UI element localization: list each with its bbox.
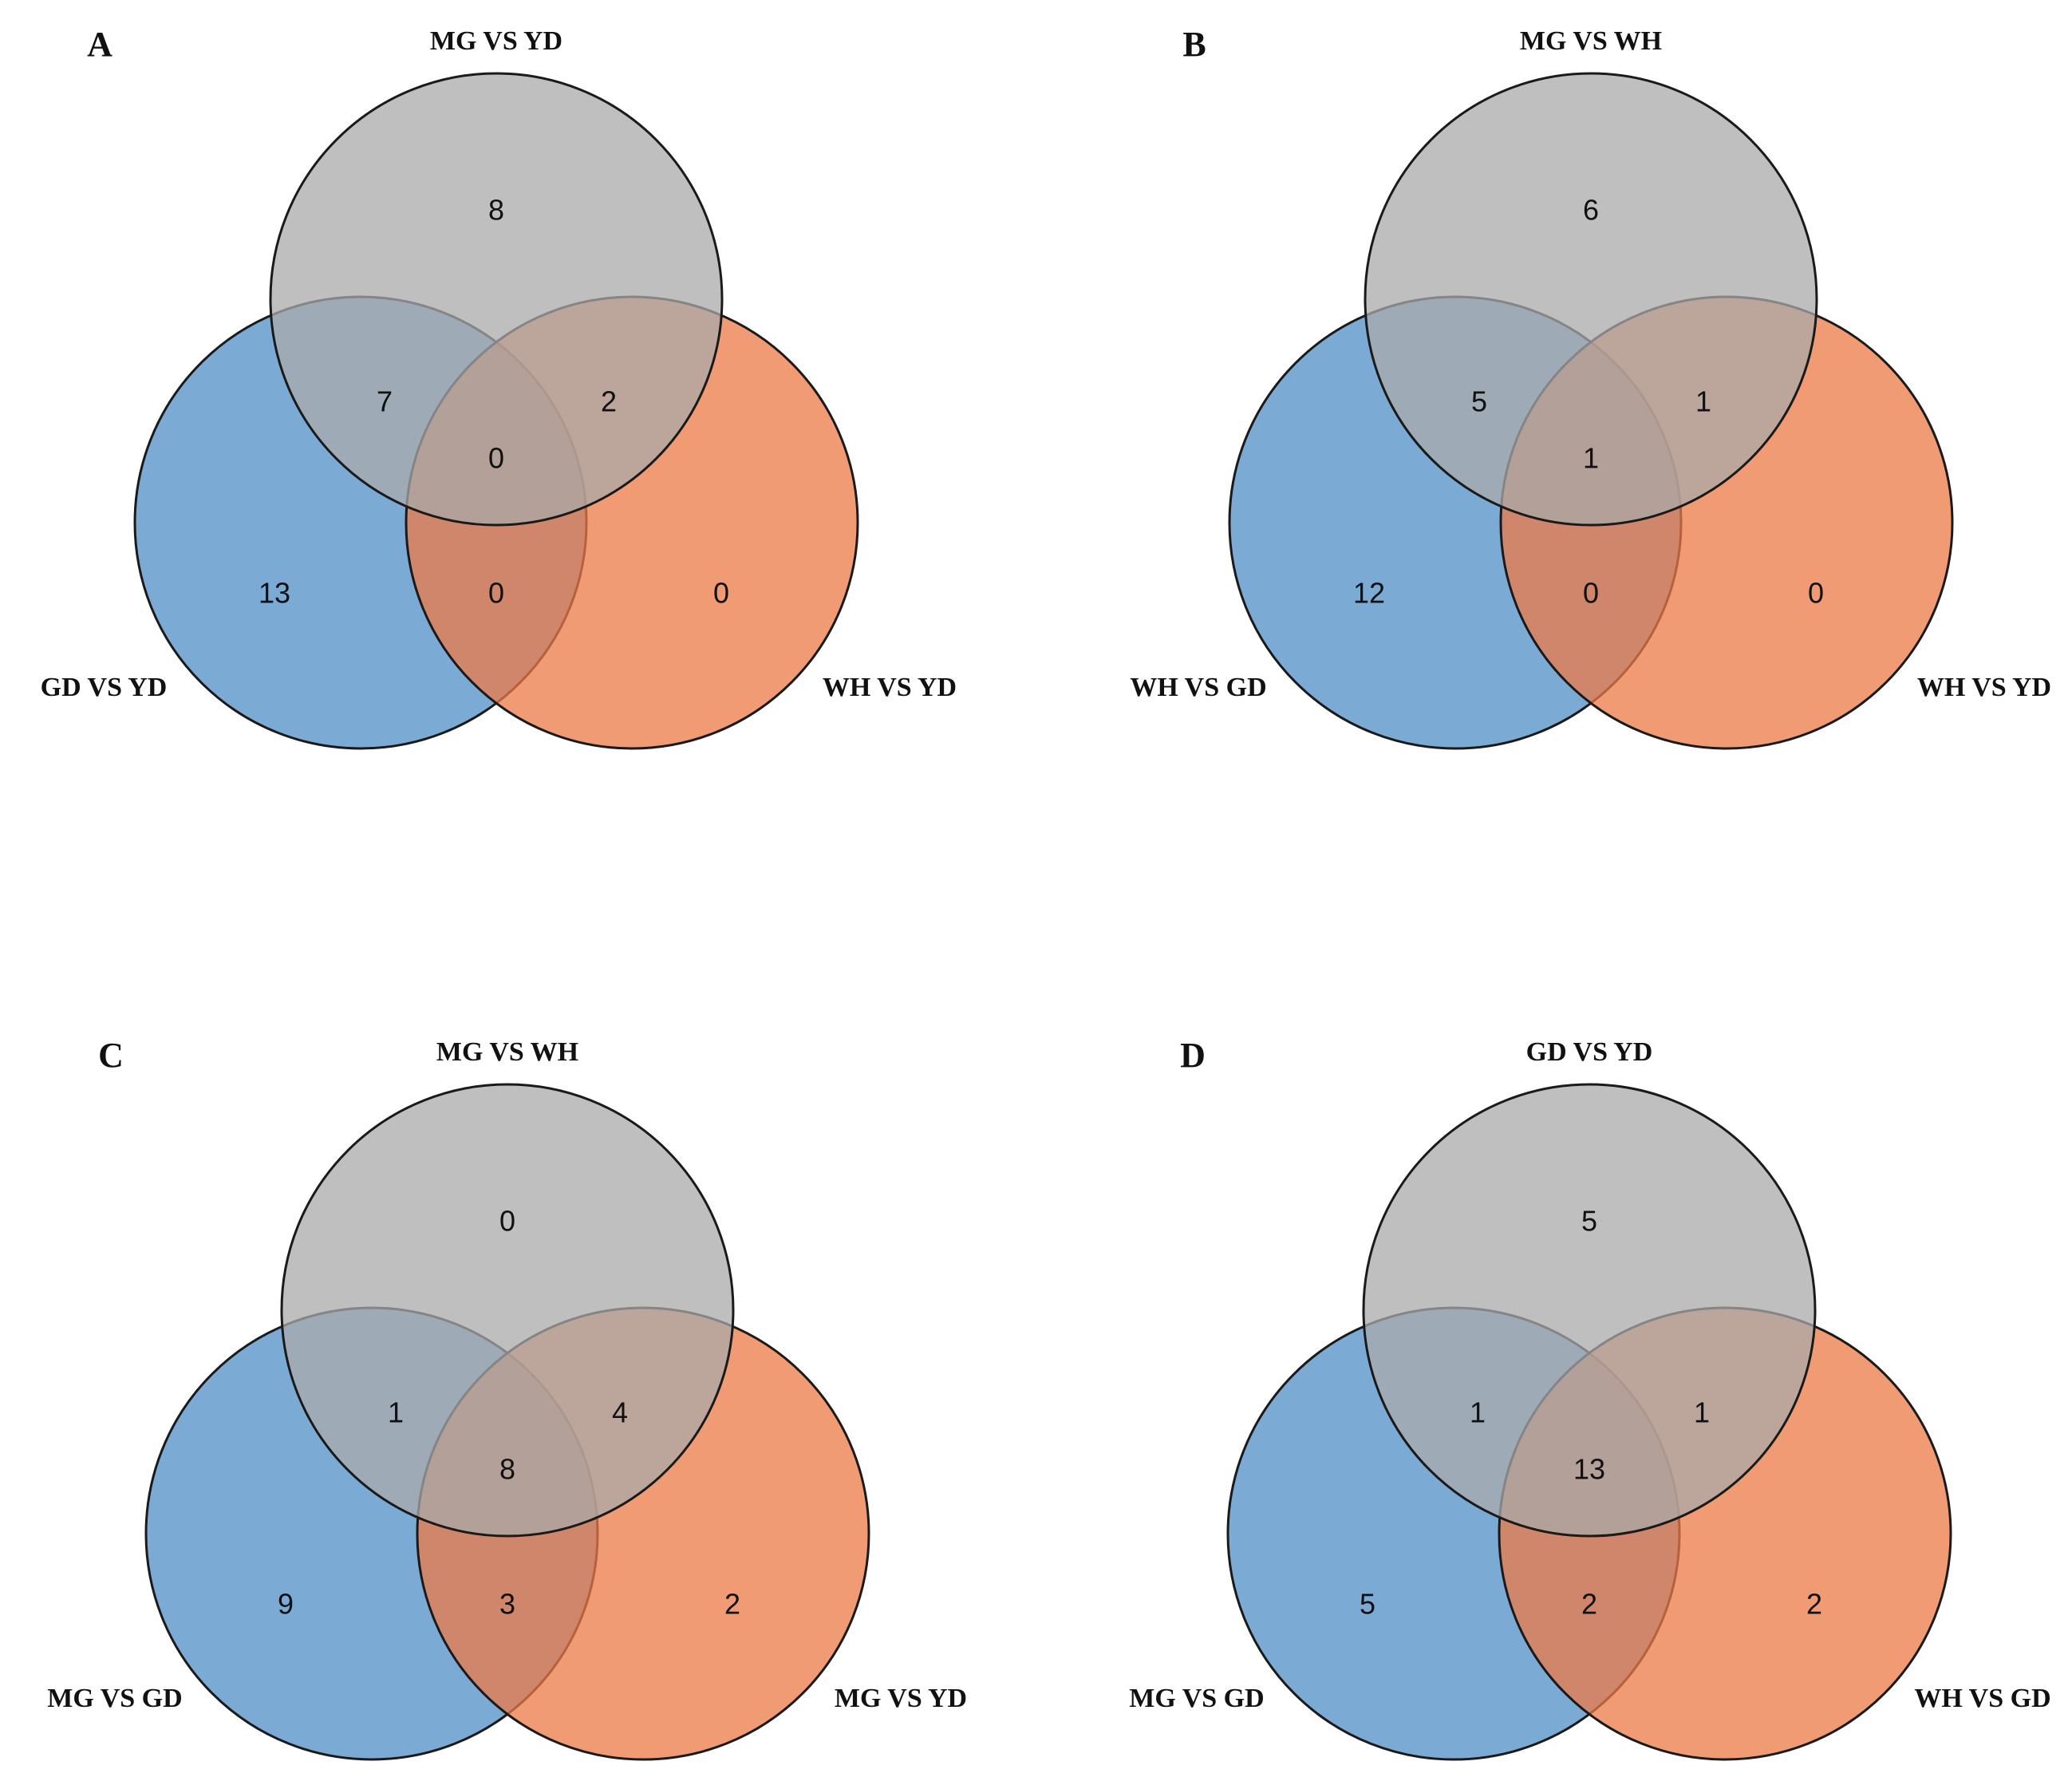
region-count-top-right: 1 (1695, 385, 1711, 418)
set-label-right: MG VS YD (835, 1684, 967, 1713)
set-circle-top (1362, 1083, 1817, 1538)
region-count-top-only: 6 (1583, 194, 1599, 227)
region-count-top-only: 5 (1581, 1205, 1597, 1238)
panel-letter: A (87, 25, 112, 64)
set-circle-top (280, 1083, 735, 1538)
region-count-left-right: 0 (488, 577, 504, 610)
panel-letter: D (1180, 1036, 1206, 1075)
region-count-top-only: 0 (499, 1205, 515, 1238)
region-count-right-only: 2 (1806, 1588, 1822, 1621)
region-count-left-only: 9 (278, 1588, 294, 1621)
region-count-left-only: 13 (259, 577, 290, 610)
set-label-left: WH VS GD (1130, 673, 1266, 702)
set-label-right: WH VS YD (823, 673, 957, 702)
set-label-top: GD VS YD (1526, 1037, 1653, 1067)
set-label-top: MG VS WH (1520, 26, 1662, 56)
panel-letter: C (98, 1036, 124, 1075)
set-label-top: MG VS YD (430, 26, 562, 56)
region-count-left-right: 2 (1581, 1588, 1597, 1621)
region-count-top-right: 2 (601, 385, 617, 418)
region-count-right-only: 0 (713, 577, 729, 610)
panel-letter: B (1182, 25, 1206, 64)
venn-panel-d: D GD VS YD MG VS GD WH VS GD 5 1 1 13 5 2 2 (1129, 1036, 2051, 1761)
set-label-left: MG VS GD (47, 1684, 182, 1713)
set-label-left: MG VS GD (1129, 1684, 1264, 1713)
region-count-all: 13 (1573, 1453, 1605, 1486)
region-count-left-right: 0 (1583, 577, 1599, 610)
set-label-right: WH VS YD (1917, 673, 2051, 702)
region-count-top-only: 8 (488, 194, 504, 227)
region-count-left-right: 3 (499, 1588, 515, 1621)
region-count-right-only: 2 (724, 1588, 740, 1621)
region-count-left-only: 12 (1353, 577, 1385, 610)
region-count-top-left: 5 (1471, 385, 1487, 418)
region-count-all: 8 (499, 1453, 515, 1486)
region-count-top-left: 1 (1470, 1396, 1486, 1429)
venn-panel-b: B MG VS WH WH VS GD WH VS YD 6 5 1 1 12 0 0 (1130, 25, 2051, 750)
region-count-top-left: 1 (388, 1396, 404, 1429)
venn-panel-a: A MG VS YD GD VS YD WH VS YD 8 7 2 0 13 0 0 (41, 25, 957, 750)
region-count-all: 1 (1583, 442, 1599, 475)
set-circle-top (1364, 72, 1818, 527)
region-count-left-only: 5 (1360, 1588, 1375, 1621)
region-count-top-right: 1 (1694, 1396, 1710, 1429)
region-count-top-right: 4 (612, 1396, 628, 1429)
set-circle-top (269, 72, 724, 527)
set-label-left: GD VS YD (41, 673, 168, 702)
set-label-top: MG VS WH (436, 1037, 578, 1067)
venn-panel-c: C MG VS WH MG VS GD MG VS YD 0 1 4 8 9 3 2 (47, 1036, 967, 1761)
region-count-all: 0 (488, 442, 504, 475)
set-label-right: WH VS GD (1914, 1684, 2050, 1713)
region-count-right-only: 0 (1808, 577, 1824, 610)
region-count-top-left: 7 (377, 385, 393, 418)
